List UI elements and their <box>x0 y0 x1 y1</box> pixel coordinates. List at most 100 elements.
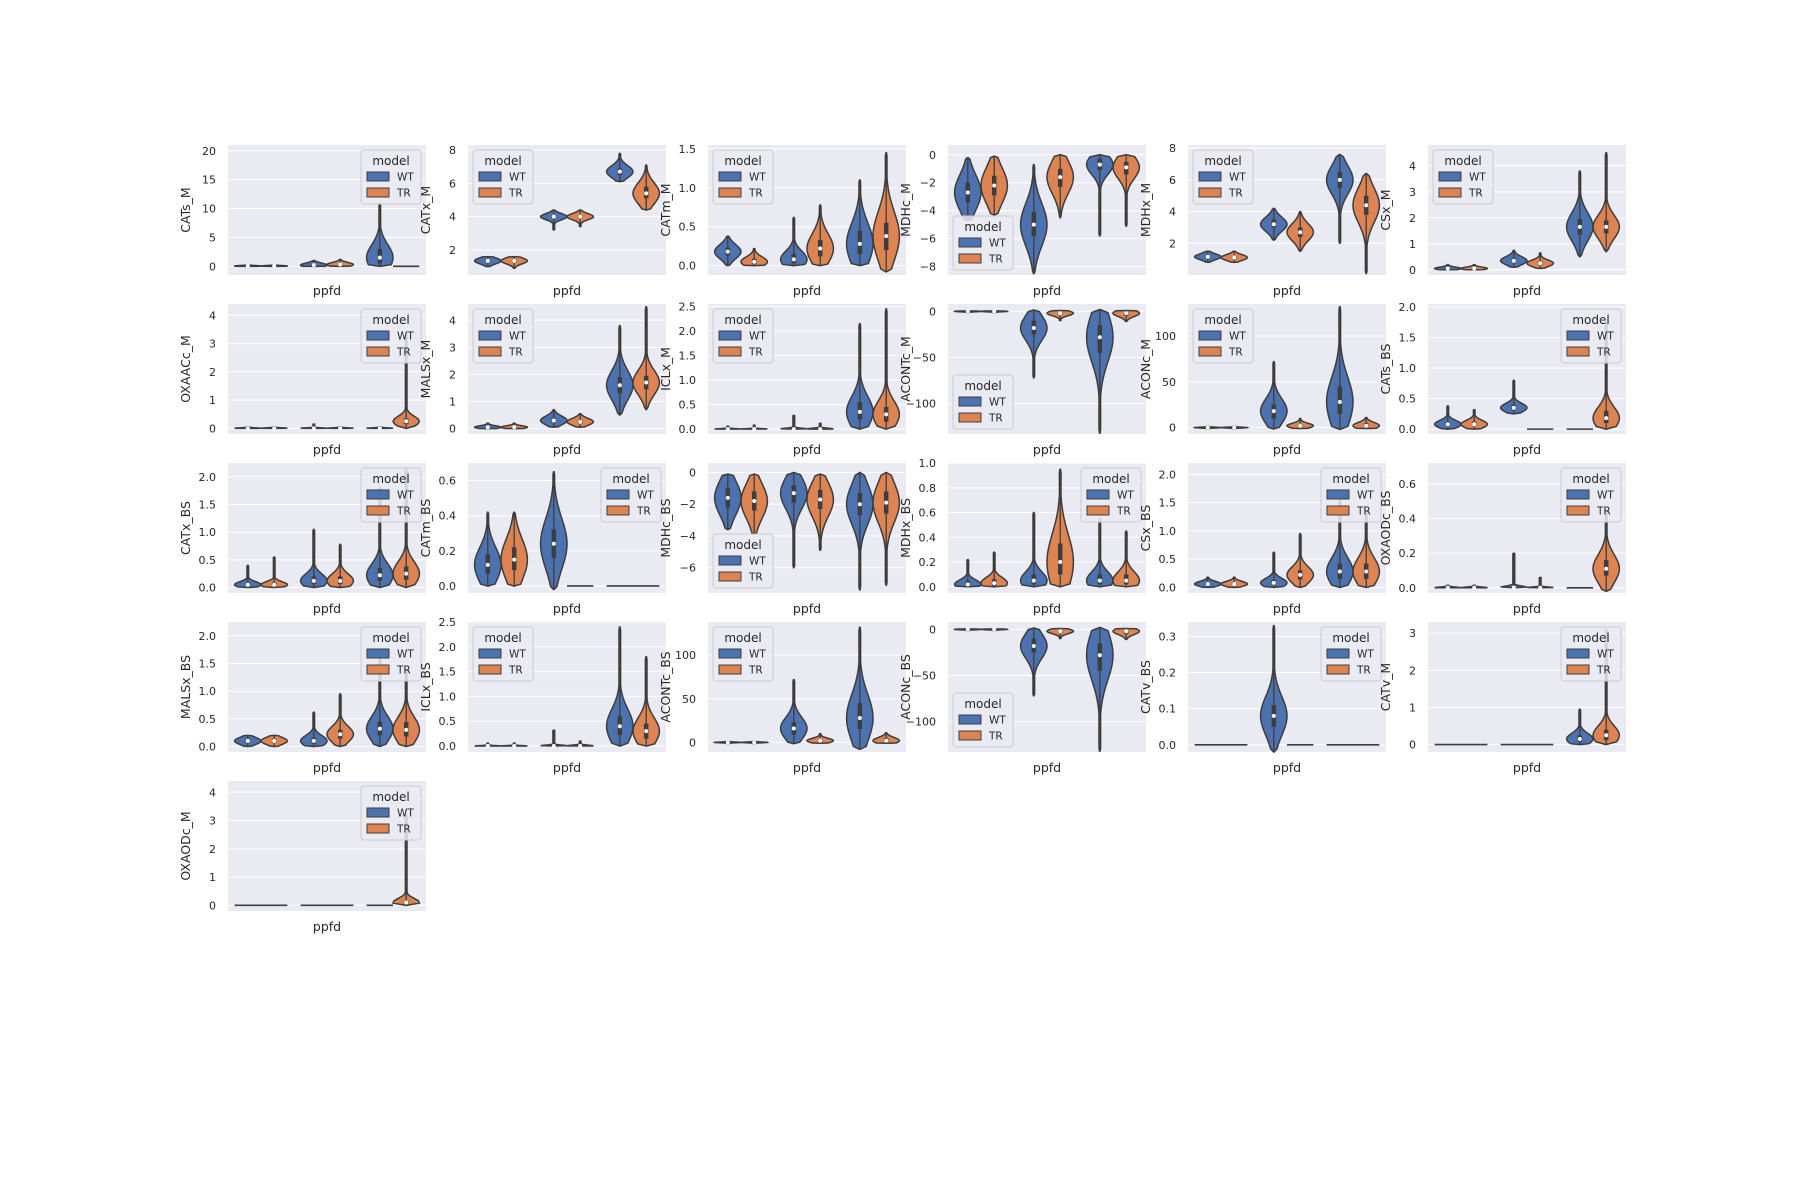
legend-label-TR: TR <box>508 665 523 677</box>
violin-median <box>1031 643 1036 648</box>
legend-swatch-WT <box>366 807 390 818</box>
violin-median <box>617 724 622 729</box>
y-tick-label: 1.0 <box>679 374 697 387</box>
violin-WT-2 <box>1325 306 1354 431</box>
legend-label-WT: WT <box>749 331 766 343</box>
y-tick-label: −6 <box>680 562 696 575</box>
violin-WT-0 <box>953 627 983 632</box>
legend-label-WT: WT <box>1229 172 1246 184</box>
violin-median <box>965 582 970 587</box>
legend-title: model <box>1332 472 1369 486</box>
legend-title: model <box>1092 472 1129 486</box>
y-tick-label: 4 <box>209 309 216 322</box>
x-axis-label: ppfd <box>793 283 821 298</box>
legend-swatch-TR <box>1566 346 1590 357</box>
panel-MALSx_M: 0 1 2 3 4 ppfd MALSx_M model WT TR <box>418 304 666 457</box>
legend-label-TR: TR <box>988 413 1003 425</box>
x-axis-label: ppfd <box>1273 601 1301 616</box>
violin-median <box>512 557 517 562</box>
violin-median <box>818 497 823 502</box>
legend-title: model <box>372 790 409 804</box>
legend-swatch-WT <box>478 330 502 341</box>
y-tick-label: 5 <box>209 231 216 244</box>
legend-title: model <box>1572 631 1609 645</box>
x-axis-label: ppfd <box>1273 760 1301 775</box>
legend-label-WT: WT <box>397 649 414 661</box>
legend-swatch-TR <box>718 346 742 357</box>
violin-median <box>818 246 823 251</box>
legend: model WT TR <box>952 692 1014 748</box>
legend-label-TR: TR <box>988 731 1003 743</box>
violin-WT-1 <box>1259 624 1288 753</box>
violin-TR-2 <box>1352 172 1381 275</box>
y-axis-label: MDHc_BS <box>658 498 673 557</box>
violin-WT-0 <box>233 734 262 748</box>
legend-title: model <box>372 313 409 327</box>
violin-median <box>485 425 490 430</box>
legend: model WT TR <box>360 149 422 205</box>
y-tick-label: 6 <box>1169 174 1176 187</box>
violin-WT-1 <box>299 528 328 589</box>
violin-WT-2 <box>1325 153 1354 245</box>
violin-TR-1 <box>326 693 355 748</box>
legend-label-TR: TR <box>1356 665 1371 677</box>
violin-median <box>1364 569 1369 574</box>
violin-median <box>1232 581 1237 586</box>
violin-TR-1 <box>1286 532 1315 589</box>
violin-median <box>311 738 316 743</box>
violin-TR-0 <box>738 740 770 745</box>
y-tick-label: 3 <box>1409 627 1416 640</box>
y-tick-label: 2 <box>449 368 456 381</box>
panel-CATx_M: 2 4 6 8 ppfd CATx_M model WT TR <box>418 144 666 298</box>
violin-median <box>404 727 409 732</box>
y-tick-label: 0 <box>689 736 696 749</box>
y-tick-label: 0.6 <box>919 507 937 520</box>
y-tick-label: 0.0 <box>1159 739 1177 752</box>
y-tick-label: −2 <box>920 177 936 190</box>
x-axis-label: ppfd <box>553 601 581 616</box>
legend-label-TR: TR <box>396 665 411 677</box>
legend: model WT TR <box>360 467 422 523</box>
legend-label-TR: TR <box>396 188 411 200</box>
violin-median <box>1124 311 1129 316</box>
legend-label-WT: WT <box>749 649 766 661</box>
legend-title: model <box>372 154 409 168</box>
y-axis-label: CATv_M <box>1378 663 1393 711</box>
violin-TR-1 <box>806 204 835 267</box>
violin-WT-2 <box>366 426 394 431</box>
panel-ICLx_M: 0.0 0.5 1.0 1.5 2.0 2.5 ppfd ICLx_M model WT TR <box>658 300 906 457</box>
violin-WT-2 <box>1085 154 1114 237</box>
y-tick-label: 0.0 <box>439 740 457 753</box>
violin-WT-2 <box>1565 170 1594 258</box>
violin-median <box>485 258 490 263</box>
violin-WT-1 <box>539 471 568 591</box>
violin-TR-2 <box>872 152 901 273</box>
legend-label-TR: TR <box>988 254 1003 266</box>
y-axis-label: OXAODc_BS <box>1378 491 1393 566</box>
legend-swatch-WT <box>718 171 742 182</box>
y-tick-label: 2 <box>1409 664 1416 677</box>
legend-title: model <box>372 472 409 486</box>
legend-swatch-WT <box>478 648 502 659</box>
violin-WT-0 <box>233 564 262 589</box>
y-tick-label: 1 <box>1409 701 1416 714</box>
violin-median <box>1124 629 1129 634</box>
violin-WT-1 <box>1259 360 1288 430</box>
violin-TR-0 <box>979 309 1009 314</box>
legend: model WT TR <box>712 533 774 589</box>
legend: model WT TR <box>952 215 1014 271</box>
violin-median <box>1097 335 1102 340</box>
violin-TR-2 <box>872 308 901 430</box>
legend-label-WT: WT <box>509 172 526 184</box>
violin-TR-1 <box>566 740 594 749</box>
violin-median <box>377 255 382 260</box>
x-axis-label: ppfd <box>793 760 821 775</box>
legend-swatch-WT <box>1566 330 1590 341</box>
violin-median <box>857 241 862 246</box>
legend-swatch-TR <box>478 664 502 675</box>
panel-MDHx_M: 2 4 6 8 ppfd MDHx_M model WT TR <box>1138 142 1386 298</box>
violin-median <box>1271 580 1276 585</box>
y-axis-label: CATm_BS <box>418 499 433 558</box>
legend-label-WT: WT <box>1597 490 1614 502</box>
y-tick-label: 15 <box>202 174 216 187</box>
